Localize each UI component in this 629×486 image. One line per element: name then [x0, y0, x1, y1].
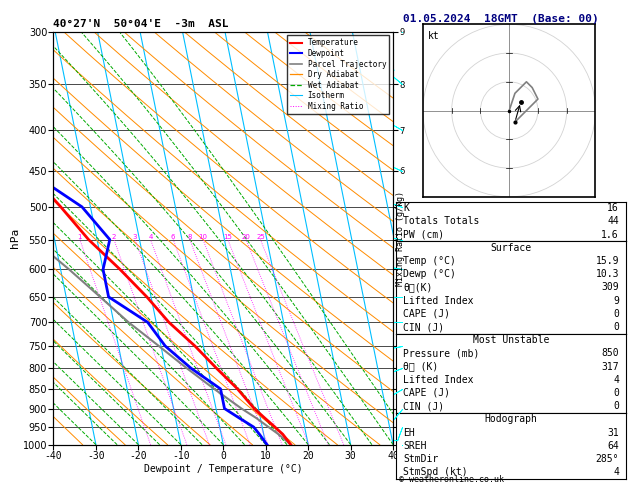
Text: © weatheronline.co.uk: © weatheronline.co.uk: [399, 474, 504, 484]
Text: CIN (J): CIN (J): [403, 322, 444, 332]
Text: StmDir: StmDir: [403, 454, 438, 464]
Text: 1: 1: [77, 234, 82, 240]
Text: 8: 8: [187, 234, 192, 240]
Text: 2: 2: [112, 234, 116, 240]
Text: 3: 3: [133, 234, 137, 240]
Text: EH: EH: [403, 428, 415, 437]
Text: θᴇ (K): θᴇ (K): [403, 362, 438, 372]
Text: θᴇ(K): θᴇ(K): [403, 282, 433, 293]
Text: CIN (J): CIN (J): [403, 401, 444, 411]
Text: Lifted Index: Lifted Index: [403, 375, 474, 385]
Text: Pressure (mb): Pressure (mb): [403, 348, 479, 358]
Text: 31: 31: [607, 428, 619, 437]
Text: 01.05.2024  18GMT  (Base: 00): 01.05.2024 18GMT (Base: 00): [403, 14, 598, 24]
Text: kt: kt: [428, 31, 440, 41]
Text: Most Unstable: Most Unstable: [473, 335, 549, 345]
Text: CAPE (J): CAPE (J): [403, 388, 450, 398]
Text: Surface: Surface: [491, 243, 532, 253]
Text: 15.9: 15.9: [596, 256, 619, 266]
X-axis label: Dewpoint / Temperature (°C): Dewpoint / Temperature (°C): [144, 464, 303, 474]
Text: 4: 4: [148, 234, 153, 240]
Text: 0: 0: [613, 388, 619, 398]
Text: PW (cm): PW (cm): [403, 230, 444, 240]
Text: Mixing Ratio (g/kg): Mixing Ratio (g/kg): [396, 191, 405, 286]
Text: 25: 25: [256, 234, 265, 240]
Text: Totals Totals: Totals Totals: [403, 216, 479, 226]
Text: CAPE (J): CAPE (J): [403, 309, 450, 319]
Text: 64: 64: [607, 441, 619, 451]
Text: 285°: 285°: [596, 454, 619, 464]
Text: SREH: SREH: [403, 441, 426, 451]
Text: 0: 0: [613, 322, 619, 332]
Text: 9: 9: [613, 295, 619, 306]
Text: 20: 20: [242, 234, 250, 240]
Text: 6: 6: [171, 234, 175, 240]
Y-axis label: km
ASL: km ASL: [414, 219, 429, 238]
Text: Hodograph: Hodograph: [484, 415, 538, 424]
Text: 0: 0: [613, 401, 619, 411]
Text: 1.6: 1.6: [601, 230, 619, 240]
Text: Dewp (°C): Dewp (°C): [403, 269, 456, 279]
Legend: Temperature, Dewpoint, Parcel Trajectory, Dry Adiabat, Wet Adiabat, Isotherm, Mi: Temperature, Dewpoint, Parcel Trajectory…: [287, 35, 389, 114]
Text: 850: 850: [601, 348, 619, 358]
Text: 4: 4: [613, 467, 619, 477]
Text: 309: 309: [601, 282, 619, 293]
Text: StmSpd (kt): StmSpd (kt): [403, 467, 468, 477]
Text: 317: 317: [601, 362, 619, 372]
Text: 10.3: 10.3: [596, 269, 619, 279]
Text: 0: 0: [613, 309, 619, 319]
Text: 15: 15: [223, 234, 232, 240]
Text: Temp (°C): Temp (°C): [403, 256, 456, 266]
Text: K: K: [403, 203, 409, 213]
Text: 44: 44: [607, 216, 619, 226]
Text: 40°27'N  50°04'E  -3m  ASL: 40°27'N 50°04'E -3m ASL: [53, 19, 229, 30]
Text: 4: 4: [613, 375, 619, 385]
Text: 10: 10: [199, 234, 208, 240]
Y-axis label: hPa: hPa: [10, 228, 20, 248]
Text: 16: 16: [607, 203, 619, 213]
Text: Lifted Index: Lifted Index: [403, 295, 474, 306]
